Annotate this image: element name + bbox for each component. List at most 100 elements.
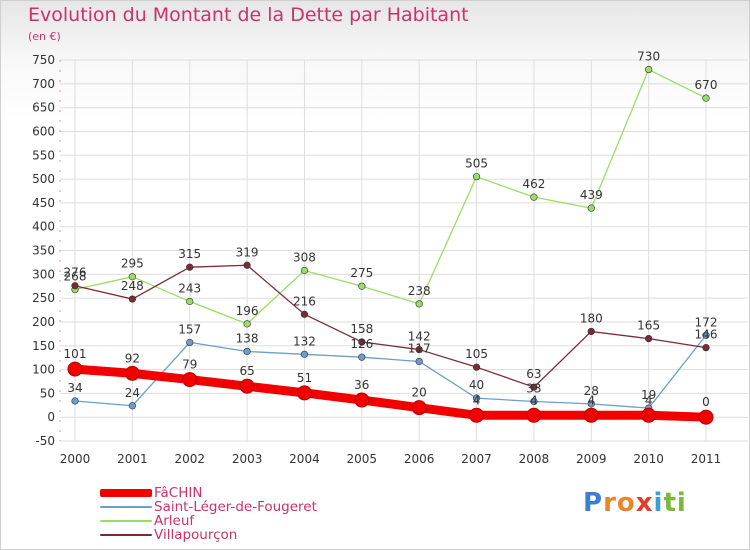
data-point	[182, 372, 198, 388]
data-point	[587, 204, 595, 212]
data-label: 101	[64, 347, 87, 361]
data-label: 138	[236, 331, 259, 345]
data-label: 295	[121, 257, 144, 271]
data-point	[239, 378, 255, 394]
data-point	[702, 344, 710, 352]
data-label: 276	[64, 266, 87, 280]
series-line-3	[74, 264, 707, 388]
data-point	[300, 350, 309, 358]
data-label: 248	[121, 279, 144, 293]
axes: -500501001502002503003504004505005506006…	[32, 53, 721, 466]
data-label: 216	[293, 294, 316, 308]
data-label: 462	[522, 177, 545, 191]
data-point	[472, 173, 481, 181]
data-label: 40	[469, 378, 484, 392]
data-label: 439	[580, 188, 603, 202]
data-point	[243, 320, 251, 328]
logo-letter: i	[676, 488, 687, 518]
data-point	[358, 353, 366, 361]
legend-swatch-arleuf	[100, 520, 152, 522]
y-tick-label: 450	[32, 196, 55, 210]
data-label: 132	[293, 334, 316, 348]
legend-item-saint-leger: Saint-Léger-de-Fougeret	[100, 499, 317, 515]
data-point	[300, 266, 309, 275]
data-label: 730	[637, 50, 660, 64]
legend-item-fachin: FâCHIN	[100, 485, 202, 501]
data-point	[296, 385, 312, 401]
x-tick-label: 2009	[576, 452, 607, 466]
data-label: 157	[178, 322, 201, 336]
data-label: 51	[297, 371, 312, 385]
data-point	[530, 397, 538, 406]
chart-subtitle: (en €)	[28, 30, 61, 43]
y-tick-label: 250	[32, 291, 55, 305]
data-label: 4	[473, 393, 481, 407]
logo-letter: P	[583, 488, 604, 518]
data-point	[128, 402, 136, 410]
series-lines	[67, 65, 714, 425]
series-line-0	[70, 364, 711, 422]
data-label: 28	[584, 384, 599, 398]
data-point	[530, 383, 538, 391]
data-label: 142	[408, 330, 431, 344]
data-label: 79	[182, 358, 197, 372]
y-tick-label: 100	[32, 363, 55, 377]
data-label: 117	[408, 341, 431, 355]
data-label: 165	[637, 319, 660, 333]
data-point	[702, 331, 710, 339]
y-tick-label: 750	[32, 53, 55, 67]
data-point	[415, 300, 423, 308]
logo-letter: i	[653, 488, 664, 518]
legend-swatch-villapourcon	[100, 534, 152, 536]
data-point	[645, 65, 653, 74]
data-label: 33	[526, 381, 541, 395]
data-point	[243, 261, 251, 269]
proxiti-logo: Proxiti	[583, 488, 687, 518]
x-tick-label: 2011	[691, 452, 722, 466]
x-tick-label: 2010	[633, 452, 664, 466]
data-label: 34	[67, 381, 82, 395]
data-label: 63	[526, 367, 541, 381]
data-point	[71, 397, 79, 405]
y-tick-label: -50	[35, 434, 55, 448]
y-tick-label: 600	[32, 124, 55, 138]
data-point	[186, 338, 194, 347]
data-label: 180	[580, 311, 603, 325]
data-point	[124, 365, 140, 381]
legend-label-saint-leger: Saint-Léger-de-Fougeret	[154, 499, 317, 515]
x-tick-label: 2001	[117, 452, 148, 466]
data-label: 243	[178, 281, 201, 295]
y-tick-label: 700	[32, 77, 55, 91]
data-label: 268	[64, 270, 87, 284]
y-tick-label: 500	[32, 172, 55, 186]
data-point	[186, 297, 194, 306]
data-point	[583, 407, 599, 423]
data-point	[469, 407, 485, 423]
data-label: 20	[412, 386, 427, 400]
data-point	[415, 357, 423, 366]
data-label: 65	[239, 364, 254, 378]
data-point	[702, 94, 710, 102]
data-label: 92	[125, 351, 140, 365]
x-tick-label: 2000	[60, 452, 91, 466]
legend-swatch-fachin	[100, 489, 152, 497]
data-point	[67, 361, 83, 377]
legend-swatch-saint-leger	[100, 506, 152, 508]
x-tick-label: 2008	[519, 452, 550, 466]
legend-label-fachin: FâCHIN	[154, 485, 203, 501]
data-label: 196	[236, 304, 259, 318]
data-point	[587, 400, 595, 408]
x-tick-label: 2007	[461, 452, 492, 466]
data-label: 4	[530, 393, 538, 407]
data-point	[645, 335, 653, 343]
data-point	[71, 282, 79, 290]
x-tick-label: 2006	[404, 452, 435, 466]
data-label: 105	[465, 347, 488, 361]
x-tick-label: 2003	[232, 452, 263, 466]
data-label: 0	[702, 395, 710, 409]
series-line-2	[74, 68, 707, 325]
data-point	[358, 338, 366, 346]
legend-label-arleuf: Arleuf	[154, 513, 195, 529]
